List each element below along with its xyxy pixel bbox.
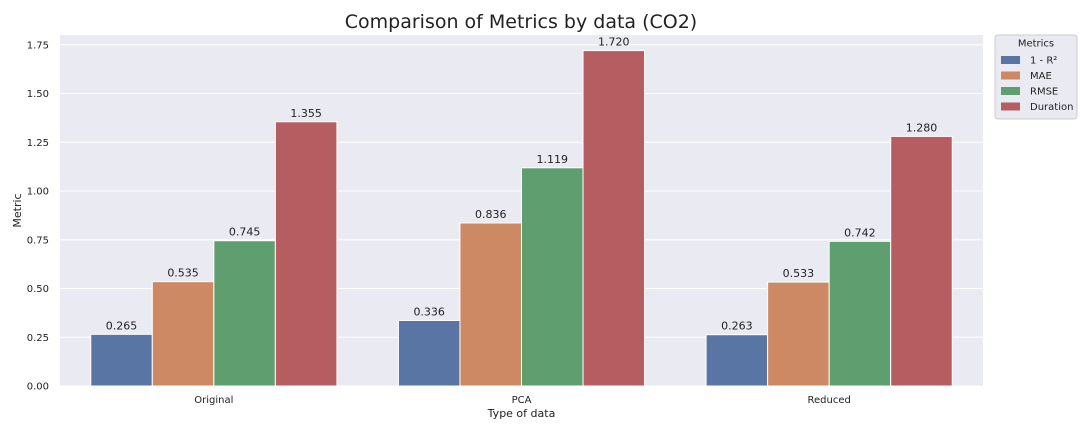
legend-items: 1 - R² MAE RMSE Duration — [1001, 56, 1073, 113]
bar — [890, 135, 953, 387]
bar-value-label: 1.355 — [290, 107, 322, 120]
bar — [213, 240, 276, 387]
bar — [151, 281, 215, 387]
x-tick-label: Original — [194, 395, 233, 406]
bar-value-label: 1.280 — [906, 121, 938, 134]
bar — [459, 222, 523, 387]
bar-value-label: 0.535 — [167, 267, 199, 280]
bar-value-label: 1.720 — [598, 36, 630, 49]
y-axis-ticks: 0.00 0.25 0.50 0.75 1.00 1.25 1.50 1.75 — [27, 40, 49, 392]
bar-value-label: 0.745 — [229, 226, 261, 239]
y-tick-label: 0.25 — [27, 333, 49, 344]
bar-value-label: 0.263 — [721, 320, 753, 333]
bar-value-label: 0.336 — [413, 305, 445, 318]
y-tick-label: 1.25 — [27, 138, 49, 149]
bar-value-label: 1.119 — [537, 153, 569, 166]
y-tick-label: 1.50 — [27, 89, 49, 100]
x-tick-label: Reduced — [807, 395, 850, 406]
legend: Metrics 1 - R² MAE RMSE Duration — [994, 34, 1078, 120]
legend-item-label: MAE — [1030, 71, 1052, 82]
legend-swatch — [1001, 102, 1020, 111]
bar — [274, 121, 338, 387]
x-tick-label: PCA — [512, 395, 532, 406]
data-labels: 0.265 0.535 0.745 1.355 0.336 0.836 1.119 1.720… — [106, 36, 937, 333]
bar-value-label: 0.742 — [844, 226, 876, 239]
bar — [767, 281, 830, 387]
legend-swatch — [1001, 71, 1020, 80]
bar-value-label: 0.533 — [783, 267, 815, 280]
bar-value-label: 0.265 — [106, 319, 138, 332]
bar — [705, 334, 769, 387]
bar — [90, 333, 153, 387]
bar — [582, 50, 646, 387]
y-tick-label: 0.50 — [27, 284, 49, 295]
bars — [90, 50, 953, 387]
y-axis-label: Metric — [11, 193, 24, 227]
legend-item-label: RMSE — [1030, 87, 1058, 98]
bar — [397, 319, 461, 387]
legend-swatch — [1001, 87, 1020, 95]
x-axis-label: Type of data — [487, 407, 556, 420]
y-tick-label: 1.75 — [27, 40, 49, 51]
y-tick-label: 0.75 — [27, 235, 49, 246]
x-axis-ticks: Original PCA Reduced — [194, 395, 851, 406]
legend-title: Metrics — [1018, 39, 1054, 50]
y-tick-label: 0.00 — [27, 382, 49, 393]
legend-swatch — [1001, 56, 1020, 64]
legend-item-label: Duration — [1030, 102, 1073, 113]
legend-item-label: 1 - R² — [1030, 56, 1057, 67]
bar — [521, 167, 584, 387]
chart-title: Comparison of Metrics by data (CO2) — [345, 11, 697, 33]
bar-value-label: 0.836 — [475, 208, 507, 221]
bar — [828, 240, 892, 387]
y-tick-label: 1.00 — [27, 187, 49, 198]
